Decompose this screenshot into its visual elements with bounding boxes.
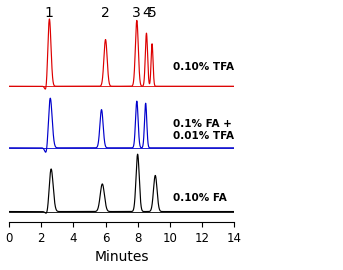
Text: 3: 3 bbox=[132, 6, 140, 19]
Text: 1: 1 bbox=[45, 6, 54, 19]
Text: 2: 2 bbox=[101, 6, 110, 19]
Text: 0.1% FA +
0.01% TFA: 0.1% FA + 0.01% TFA bbox=[173, 119, 234, 141]
Text: 0.10% TFA: 0.10% TFA bbox=[173, 62, 234, 72]
Text: 4: 4 bbox=[142, 6, 151, 19]
Text: 5: 5 bbox=[148, 6, 156, 19]
X-axis label: Minutes: Minutes bbox=[94, 251, 149, 264]
Text: 0.10% FA: 0.10% FA bbox=[173, 193, 227, 203]
